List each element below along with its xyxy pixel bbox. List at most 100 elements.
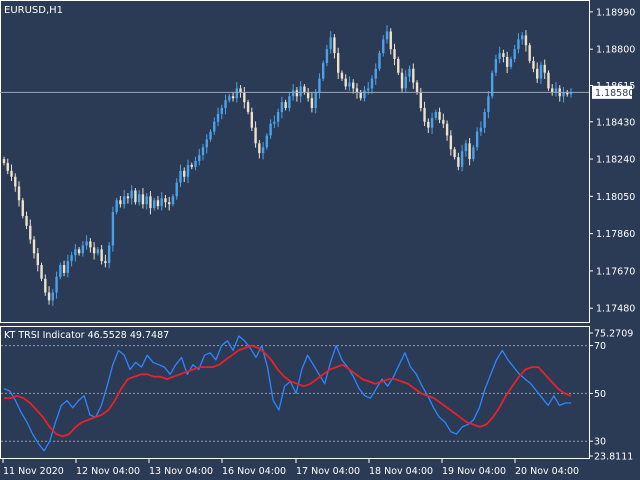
candle-body bbox=[269, 123, 272, 136]
indicator-panel-frame bbox=[0, 326, 590, 459]
candle-body bbox=[355, 88, 359, 93]
candle-body bbox=[59, 265, 62, 277]
time-tick-label: 16 Nov 04:00 bbox=[222, 466, 286, 477]
candle-body bbox=[231, 96, 235, 99]
time-axis: 11 Nov 2020 12 Nov 04:00 13 Nov 04:00 16 No… bbox=[2, 459, 579, 477]
price-tick-label: 1.18430 bbox=[596, 117, 635, 128]
candle-body bbox=[415, 82, 419, 93]
candle-body bbox=[566, 92, 569, 95]
candle-body bbox=[92, 247, 96, 254]
candle-body bbox=[419, 92, 423, 109]
candle-body bbox=[25, 215, 28, 226]
candle-body bbox=[6, 162, 9, 171]
candle-body bbox=[205, 139, 208, 148]
candle-body bbox=[201, 147, 205, 156]
candle-body bbox=[179, 170, 182, 183]
time-tick-label: 13 Nov 04:00 bbox=[149, 466, 213, 477]
candle-body bbox=[306, 92, 310, 99]
candle-body bbox=[62, 265, 66, 273]
candle-body bbox=[397, 58, 400, 73]
candle-body bbox=[276, 111, 280, 122]
candle-body bbox=[175, 182, 178, 197]
time-tick-label: 19 Nov 04:00 bbox=[442, 466, 506, 477]
candle-body bbox=[547, 72, 550, 89]
candle-body bbox=[382, 39, 385, 54]
candle-body bbox=[74, 249, 77, 256]
candle-body bbox=[134, 190, 137, 203]
indicator-lines bbox=[3, 335, 572, 452]
candle-body bbox=[449, 135, 453, 150]
current-price-tag: 1.18580 bbox=[592, 85, 634, 99]
candle-body bbox=[502, 53, 505, 58]
candle-body bbox=[363, 90, 366, 99]
candle-body bbox=[427, 121, 430, 128]
candle-body bbox=[258, 143, 261, 154]
candle-body bbox=[89, 241, 92, 248]
candle-body bbox=[152, 200, 156, 209]
price-panel[interactable]: EURUSD,H1 1.189901.188001.186151.184301.… bbox=[0, 0, 635, 323]
indicator-tick-label: 23.8111 bbox=[594, 452, 633, 463]
candle-body bbox=[393, 49, 396, 59]
candle-body bbox=[190, 164, 193, 167]
candle-body bbox=[329, 37, 332, 50]
time-tick-label: 20 Nov 04:00 bbox=[515, 466, 579, 477]
candle-body bbox=[228, 96, 231, 101]
candle-body bbox=[96, 249, 100, 254]
candle-body bbox=[77, 249, 81, 254]
indicator-levels bbox=[1, 345, 589, 442]
candle-body bbox=[400, 72, 404, 89]
candle-body bbox=[47, 292, 51, 301]
candle-body bbox=[66, 261, 70, 273]
candle-body bbox=[224, 100, 227, 109]
candle-body bbox=[457, 157, 460, 167]
candle-body bbox=[532, 60, 535, 69]
price-tick-label: 1.17670 bbox=[596, 266, 635, 277]
indicator-panel[interactable]: KT TRSI Indicator 46.5528 49.7487 75.270… bbox=[0, 326, 634, 463]
candle-body bbox=[423, 108, 426, 122]
candle-body bbox=[156, 200, 160, 207]
candle-body bbox=[70, 255, 73, 262]
candle-body bbox=[551, 88, 554, 93]
candle-body bbox=[291, 90, 295, 97]
candle-body bbox=[141, 194, 145, 205]
price-tick-label: 1.17480 bbox=[596, 304, 635, 315]
candle-body bbox=[569, 92, 573, 95]
candle-body bbox=[21, 200, 24, 216]
candle-body bbox=[543, 64, 546, 73]
time-tick-label: 17 Nov 04:00 bbox=[296, 466, 360, 477]
price-tick-label: 1.18050 bbox=[596, 192, 635, 203]
candle-body bbox=[374, 68, 377, 79]
candle-body bbox=[445, 123, 449, 136]
candle-body bbox=[209, 131, 212, 140]
candle-body bbox=[104, 261, 107, 264]
candle-body bbox=[119, 200, 122, 205]
candle-body bbox=[10, 170, 13, 177]
candle-body bbox=[524, 35, 528, 46]
candle-body bbox=[81, 245, 85, 254]
indicator-tick-label: 50 bbox=[594, 389, 606, 400]
candle-body bbox=[340, 72, 344, 79]
candle-body bbox=[412, 68, 415, 83]
candle-body bbox=[303, 86, 306, 93]
candle-body bbox=[487, 96, 490, 112]
price-tick-label: 1.17860 bbox=[596, 229, 635, 240]
candle-body bbox=[280, 102, 284, 112]
candle-body bbox=[288, 96, 291, 109]
candle-body bbox=[137, 194, 141, 203]
candle-body bbox=[111, 212, 115, 246]
indicator-tick-label: 75.2709 bbox=[594, 329, 633, 340]
candle-body bbox=[213, 121, 216, 132]
candle-body bbox=[483, 111, 486, 128]
candle-body bbox=[442, 119, 445, 124]
fast-line bbox=[3, 335, 571, 452]
candle-body bbox=[284, 102, 287, 109]
candle-body bbox=[17, 186, 21, 201]
current-price-value: 1.18580 bbox=[595, 88, 634, 99]
candle-body bbox=[168, 202, 171, 205]
candle-body bbox=[250, 111, 254, 128]
candle-body bbox=[314, 92, 317, 109]
candle-body bbox=[198, 155, 201, 162]
candle-body bbox=[438, 111, 441, 120]
current-price-tag-bg bbox=[592, 85, 632, 99]
